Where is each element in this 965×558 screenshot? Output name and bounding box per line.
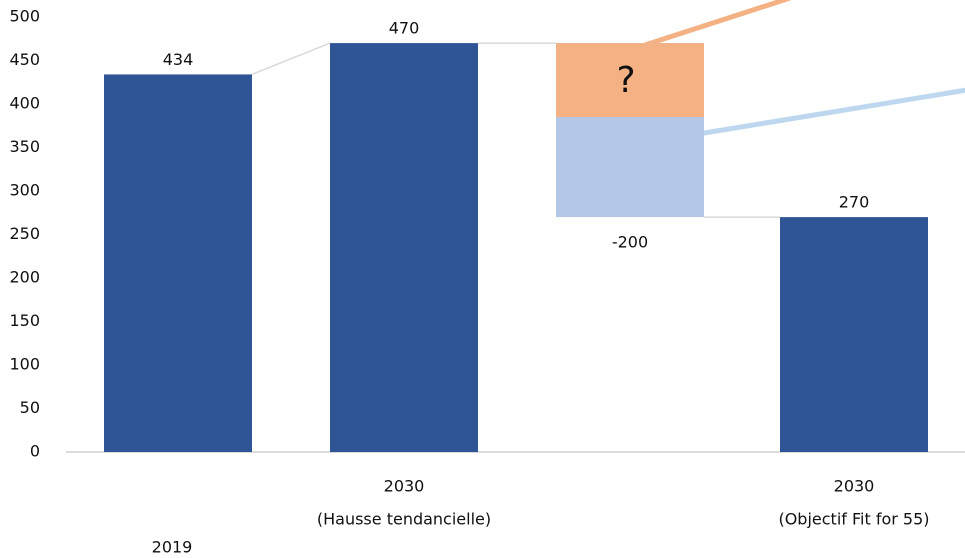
y-tick-label: 100 [9,355,40,374]
y-tick-label: 0 [30,442,40,461]
y-tick-label: 450 [9,50,40,69]
x-tick-label: 2019 [152,538,193,557]
bar [780,217,928,452]
x-tick-label: 2030 [384,477,425,496]
annotation-text: ? [616,60,635,101]
value-label: 434 [163,50,194,69]
y-tick-label: 50 [20,398,40,417]
y-tick-label: 200 [9,268,40,287]
value-label: 270 [839,193,870,212]
y-tick-label: 500 [9,7,40,26]
y-tick-label: 150 [9,311,40,330]
y-tick-label: 250 [9,224,40,243]
bar [330,43,478,452]
annotation-segment [556,43,704,118]
y-tick-label: 350 [9,137,40,156]
x-tick-label: (Hausse tendancielle) [317,510,491,529]
y-tick-label: 400 [9,94,40,113]
x-tick-label: 2030 [834,477,875,496]
value-label: 470 [389,19,420,38]
bar [104,74,252,453]
x-tick-label: (Objectif Fit for 55) [778,510,929,529]
y-tick-label: 300 [9,181,40,200]
connector [251,42,331,76]
annotation-pointer [644,0,791,48]
value-label: -200 [612,233,648,252]
